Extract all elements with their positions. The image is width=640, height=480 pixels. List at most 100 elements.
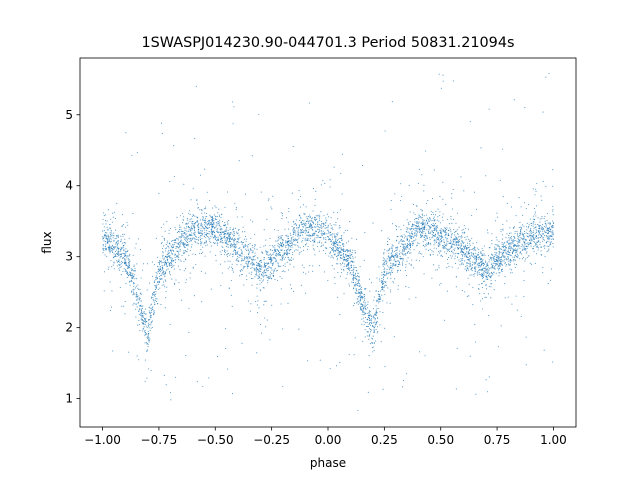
data-point <box>128 273 130 276</box>
data-point <box>241 251 243 253</box>
data-point <box>201 237 203 239</box>
data-point <box>163 259 165 261</box>
data-point <box>324 227 326 229</box>
data-point <box>368 317 371 319</box>
data-point <box>435 226 437 228</box>
data-point <box>186 243 188 245</box>
data-point <box>204 227 206 230</box>
data-point <box>197 217 199 219</box>
data-point <box>127 273 129 275</box>
data-point <box>327 224 329 226</box>
data-point <box>409 228 411 230</box>
data-point <box>414 234 416 236</box>
data-point <box>486 275 488 277</box>
data-point <box>372 335 374 337</box>
data-point <box>245 262 247 264</box>
data-point <box>257 269 259 271</box>
data-point <box>512 248 514 250</box>
data-point <box>171 240 173 242</box>
data-point <box>342 248 344 250</box>
data-point <box>436 238 438 240</box>
data-point <box>450 231 452 233</box>
data-point <box>507 253 509 255</box>
data-point <box>416 224 418 227</box>
data-point <box>370 321 372 323</box>
data-point <box>246 279 248 281</box>
data-point <box>408 298 410 300</box>
data-point <box>232 239 235 241</box>
data-point <box>316 218 318 220</box>
data-point <box>196 199 198 201</box>
data-point <box>155 285 157 287</box>
data-point <box>464 248 466 250</box>
data-point <box>363 324 365 326</box>
data-point <box>198 222 200 225</box>
data-point <box>381 282 383 284</box>
data-point <box>532 239 534 241</box>
data-point <box>509 227 511 229</box>
data-point <box>147 322 149 324</box>
data-point <box>275 253 277 255</box>
data-point <box>385 281 387 283</box>
data-point <box>423 230 425 233</box>
data-point <box>103 249 105 251</box>
data-point <box>502 148 504 150</box>
data-point <box>203 243 205 245</box>
data-point <box>437 231 439 233</box>
data-point <box>497 260 499 262</box>
data-point <box>362 308 364 310</box>
data-point <box>383 258 385 260</box>
data-point <box>132 278 134 280</box>
data-point <box>300 223 302 225</box>
data-point <box>211 221 213 223</box>
data-point <box>342 268 344 271</box>
data-point <box>338 241 340 243</box>
data-point <box>271 264 274 267</box>
data-point <box>426 229 428 231</box>
data-point <box>337 242 339 244</box>
data-point <box>319 240 321 242</box>
data-point <box>146 263 148 265</box>
data-point <box>164 230 166 232</box>
data-point <box>103 271 105 273</box>
data-point <box>143 323 145 325</box>
data-point <box>423 244 425 246</box>
data-point <box>157 268 160 270</box>
data-point <box>206 191 208 193</box>
data-point <box>303 249 305 251</box>
data-point <box>352 279 354 281</box>
data-point <box>448 223 450 225</box>
data-point <box>259 283 261 285</box>
data-point <box>143 322 145 324</box>
data-point <box>292 229 294 231</box>
data-point <box>537 223 539 225</box>
data-point <box>326 233 328 235</box>
data-point <box>105 243 107 245</box>
data-point <box>277 245 279 247</box>
data-point <box>526 229 528 231</box>
data-point <box>241 342 243 344</box>
data-point <box>430 210 432 212</box>
data-point <box>469 255 471 257</box>
data-point <box>130 268 132 270</box>
data-point <box>420 230 422 232</box>
data-point <box>281 277 283 279</box>
data-point <box>425 243 427 246</box>
data-point <box>121 225 123 227</box>
data-point <box>459 235 461 237</box>
data-point <box>237 232 239 234</box>
data-point <box>457 246 459 248</box>
data-point <box>364 306 366 308</box>
data-point <box>241 231 243 233</box>
data-point <box>121 226 123 228</box>
data-point <box>550 238 552 240</box>
data-point <box>125 265 127 267</box>
data-point <box>283 252 285 254</box>
data-point <box>198 229 200 231</box>
data-point <box>192 225 194 227</box>
data-point <box>337 244 339 246</box>
data-point <box>516 233 518 235</box>
data-point <box>336 212 339 214</box>
data-point <box>170 250 173 252</box>
data-point <box>312 210 314 212</box>
